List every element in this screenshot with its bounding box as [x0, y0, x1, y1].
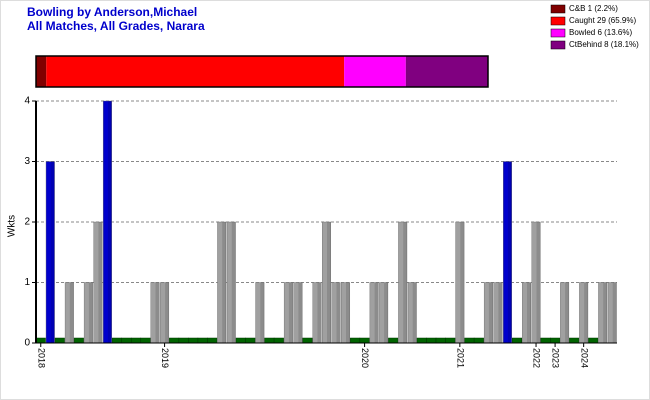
bar-shade [222, 222, 227, 343]
zero-marker [416, 337, 427, 344]
bar-shade [346, 282, 350, 343]
legend-swatch [550, 16, 566, 26]
bar-shade [107, 101, 112, 343]
proportion-segment [36, 56, 47, 87]
bar-shade [526, 282, 531, 343]
y-tick-label: 0 [24, 338, 30, 349]
zero-marker [388, 337, 399, 344]
x-tick-label: 2024 [579, 348, 589, 368]
y-tick-label: 3 [24, 156, 30, 167]
y-tick-label: 2 [24, 217, 30, 228]
zero-marker [178, 337, 189, 344]
zero-marker [169, 337, 180, 344]
zero-marker [197, 337, 208, 344]
zero-marker [426, 337, 437, 344]
bar-shade [260, 282, 265, 343]
y-axis-label: Wkts [7, 215, 18, 237]
bar-shade [326, 222, 331, 343]
y-tick-label: 4 [24, 96, 30, 107]
bar-shade [98, 222, 103, 343]
bar-shade [536, 222, 541, 343]
legend-swatch [550, 40, 566, 50]
zero-marker [130, 337, 142, 344]
x-tick-label: 2020 [360, 348, 370, 368]
bar-shade [69, 282, 74, 343]
x-tick-label: 2021 [455, 348, 465, 368]
legend-label: CtBehind 8 (18.1%) [569, 40, 639, 49]
legend-label: C&B 1 (2.2%) [569, 4, 618, 13]
zero-marker [550, 337, 561, 344]
bar-shade [231, 222, 236, 343]
proportion-frame [35, 55, 489, 88]
bar-shade [88, 282, 93, 343]
zero-marker [235, 337, 246, 344]
proportion-segment [344, 56, 406, 87]
zero-marker [121, 337, 132, 344]
y-tick-label: 1 [24, 277, 30, 288]
bar-shade [50, 161, 55, 343]
bar-shade [384, 282, 388, 343]
bar-shade [298, 282, 303, 343]
bar-shade [584, 282, 588, 343]
zero-marker [588, 337, 599, 344]
x-tick-label: 2022 [532, 348, 542, 368]
bar-shade [336, 282, 341, 343]
bar-shade [403, 222, 407, 343]
zero-marker [359, 337, 370, 344]
zero-marker [35, 337, 46, 344]
proportion-segment [46, 56, 345, 87]
zero-marker [473, 337, 484, 344]
bar-shade [603, 282, 607, 343]
bar-shade [155, 282, 160, 343]
zero-marker [54, 337, 65, 344]
x-tick-label: 2019 [160, 348, 170, 368]
bar-shade [565, 282, 569, 343]
bar-shade [498, 282, 503, 343]
bar-shade [288, 282, 293, 343]
zero-marker [445, 337, 456, 344]
zero-marker [464, 337, 475, 344]
zero-marker [264, 337, 275, 344]
legend-swatch [550, 28, 566, 38]
zero-marker [111, 337, 122, 344]
zero-marker [140, 337, 151, 344]
chart-title: Bowling by Anderson,Michael [27, 5, 197, 19]
proportion-segment [405, 56, 488, 87]
bar-shade [412, 282, 417, 343]
bar-shade [460, 222, 465, 343]
bar-shade [488, 282, 493, 343]
legend-label: Caught 29 (65.9%) [569, 16, 636, 25]
zero-marker [511, 337, 523, 344]
bar-shade [612, 282, 617, 343]
zero-marker [540, 337, 551, 344]
zero-marker [273, 337, 284, 344]
zero-marker [207, 337, 218, 344]
bar-shade [165, 282, 169, 343]
x-tick-label: 2018 [36, 348, 46, 368]
x-tick-label: 2023 [551, 348, 561, 368]
zero-marker [569, 337, 580, 344]
zero-marker [245, 337, 256, 344]
zero-marker [73, 337, 84, 344]
zero-marker [435, 337, 446, 344]
bar-shade [507, 161, 512, 343]
chart-subtitle: All Matches, All Grades, Narara [27, 19, 205, 33]
zero-marker [302, 337, 313, 344]
zero-marker [350, 337, 361, 344]
legend-swatch [550, 4, 566, 14]
legend-label: Bowled 6 (13.6%) [569, 28, 632, 37]
bar-shade [374, 282, 379, 343]
zero-marker [188, 337, 199, 344]
bar-shade [317, 282, 322, 343]
